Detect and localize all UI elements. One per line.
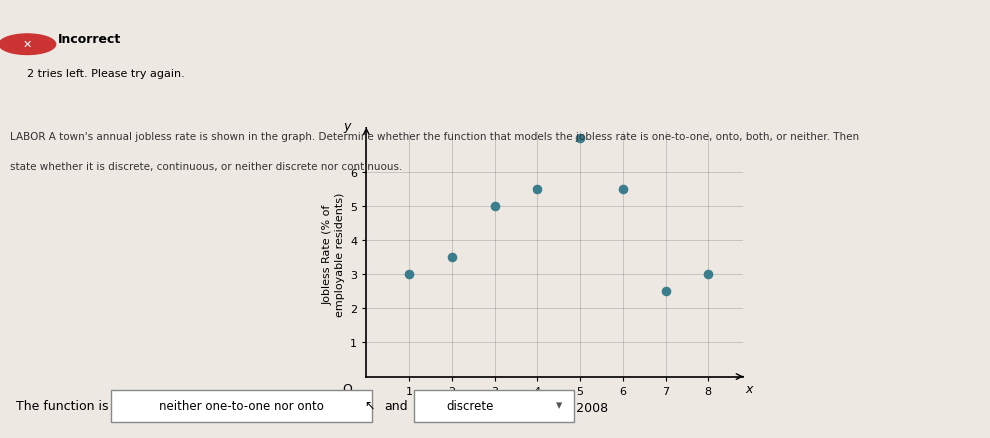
Point (615, 186, 631, 193)
FancyBboxPatch shape (414, 390, 574, 423)
Text: discrete: discrete (446, 399, 494, 412)
Point (530, 186, 545, 193)
Text: ▾: ▾ (556, 399, 562, 412)
Text: state whether it is discrete, continuous, or neither discrete nor continuous.: state whether it is discrete, continuous… (10, 162, 402, 172)
Point (572, 135, 588, 142)
Point (700, 271, 716, 278)
Text: ↖: ↖ (364, 399, 374, 412)
Text: neither one-to-one nor onto: neither one-to-one nor onto (159, 399, 324, 412)
FancyBboxPatch shape (111, 390, 372, 423)
Point (487, 203, 503, 210)
Text: Incorrect: Incorrect (57, 33, 121, 46)
Text: The function is: The function is (16, 399, 108, 412)
Text: ✕: ✕ (23, 40, 32, 50)
Point (657, 288, 673, 295)
Point (444, 254, 459, 261)
Text: and: and (384, 399, 408, 412)
Y-axis label: Jobless Rate (% of
employable residents): Jobless Rate (% of employable residents) (323, 192, 345, 316)
Text: y: y (344, 120, 350, 133)
X-axis label: Years Since 2008: Years Since 2008 (501, 401, 608, 414)
Point (401, 271, 417, 278)
Text: LABOR A town's annual jobless rate is shown in the graph. Determine whether the : LABOR A town's annual jobless rate is sh… (10, 131, 859, 141)
Text: O: O (343, 382, 352, 395)
Text: x: x (745, 382, 752, 395)
Circle shape (0, 35, 55, 55)
Text: 2 tries left. Please try again.: 2 tries left. Please try again. (28, 69, 185, 79)
